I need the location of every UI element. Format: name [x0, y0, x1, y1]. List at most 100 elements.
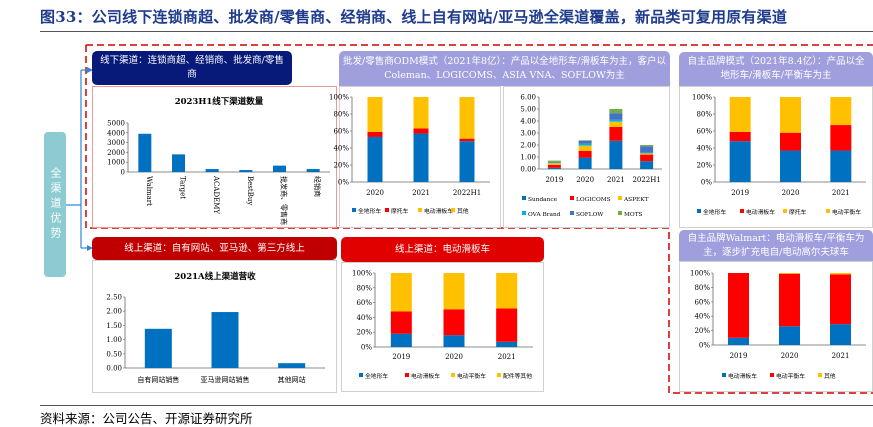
bar-odm — [413, 133, 429, 182]
figure-title: 图33：公司线下连锁商超、批发商/零售商、经销商、线上自有网站/亚马逊全渠道覆盖… — [40, 8, 788, 26]
bar-online_scooter — [390, 311, 412, 334]
bar-odm — [413, 97, 429, 129]
bar-walmart — [779, 273, 800, 327]
y-tick-label: 0.50 — [106, 350, 122, 358]
category-label: Walmart — [145, 176, 153, 206]
category-label: 2021 — [498, 353, 516, 361]
chart-title: 2023H1线下渠道数量 — [175, 96, 264, 107]
bar-customers — [547, 160, 561, 162]
arrow-online-head — [87, 245, 93, 251]
bar-own_brand — [830, 97, 852, 126]
legend-label: 电动平衡车 — [832, 208, 861, 216]
bar-online — [278, 363, 306, 368]
legend-swatch — [770, 373, 774, 377]
category-label: 2019 — [392, 353, 410, 361]
legend-swatch — [618, 196, 622, 200]
header-own-brand: 自主品牌模式（2021年8.4亿）：产品以全地形车/滑板车/平衡车为主 — [679, 52, 873, 86]
bar-odm — [459, 138, 475, 142]
header-odm: 批发/零售商ODM模式（2021年8亿）：产品以全地形车/滑板车为主，客户以Co… — [339, 51, 670, 86]
y-tick-label: 4000 — [107, 129, 125, 137]
dashed-outline — [85, 44, 873, 394]
legend-label: 全地形车 — [358, 207, 381, 215]
source-note: 资料来源：公司公告、开源证券研究所 — [40, 411, 253, 426]
bar-offline — [306, 169, 320, 172]
y-tick-label: 100% — [352, 270, 372, 278]
omnichannel-label: 全渠道优势 — [44, 132, 66, 277]
bar-odm — [413, 128, 429, 134]
bar-customers — [609, 109, 623, 114]
y-tick-label: 0% — [699, 342, 710, 350]
bar-customers — [640, 145, 654, 147]
bar-odm — [367, 97, 383, 132]
y-tick-label: 40% — [356, 314, 372, 322]
y-tick-label: 40% — [696, 145, 712, 153]
bar-customers — [609, 140, 623, 169]
bar-customers — [578, 145, 592, 151]
y-tick-label: 5.00 — [520, 106, 536, 114]
category-label: 2020 — [781, 352, 799, 360]
category-label: 其他网站 — [278, 375, 306, 384]
category-label: 亚马逊网站销售 — [201, 375, 250, 384]
y-tick-label: 3.00 — [520, 130, 536, 138]
bar-walmart — [830, 273, 851, 275]
y-tick-label: 20% — [333, 162, 349, 170]
legend-swatch — [385, 208, 389, 212]
bar-customers — [640, 161, 654, 169]
bar-own_brand — [729, 131, 751, 142]
bar-own_brand — [780, 97, 801, 133]
legend-swatch — [818, 373, 822, 377]
chart-title: 2021A线上渠道营收 — [174, 271, 256, 282]
legend-swatch — [359, 373, 363, 377]
y-tick-label: 60% — [356, 299, 372, 307]
y-tick-label: 80% — [356, 284, 372, 292]
bar-online_scooter — [496, 308, 518, 342]
bar-customers — [609, 127, 623, 141]
bar-customers — [578, 157, 592, 169]
legend-label: 其他 — [824, 372, 836, 380]
header-online-scooter: 线上渠道：电动滑板车 — [341, 237, 544, 262]
bar-walmart — [728, 337, 749, 345]
legend-label: Sundance — [528, 197, 558, 203]
category-label: 2021 — [607, 176, 625, 184]
y-tick-label: 60% — [333, 128, 349, 136]
category-label: Target — [179, 176, 187, 199]
legend-swatch — [722, 373, 726, 377]
y-tick-label: 6.00 — [520, 94, 536, 102]
legend-swatch — [740, 209, 744, 213]
title-divider — [40, 31, 873, 32]
y-tick-label: 60% — [696, 128, 712, 136]
legend-swatch — [522, 196, 526, 200]
legend-swatch — [697, 209, 701, 213]
bar-walmart — [779, 326, 800, 345]
y-tick-label: 2.50 — [106, 294, 122, 302]
bar-own_brand — [780, 132, 801, 151]
bar-offline — [205, 169, 219, 172]
bar-customers — [609, 119, 623, 122]
legend-swatch — [352, 208, 356, 212]
legend-label: SOFLOW — [576, 212, 603, 218]
y-tick-label: 2.00 — [106, 308, 122, 316]
legend-swatch — [451, 208, 455, 212]
legend-label: 电动平衡车 — [457, 372, 486, 380]
y-tick-label: 0% — [361, 344, 372, 352]
bar-online_scooter — [390, 273, 412, 312]
bar-customers — [578, 140, 592, 141]
legend-label: 电动滑板车 — [424, 207, 453, 215]
bar-customers — [547, 163, 561, 165]
bar-own_brand — [729, 97, 751, 131]
category-label: 2019 — [731, 189, 749, 197]
legend-label: ASPEKT — [623, 197, 649, 203]
legend-label: 电动滑板车 — [746, 208, 775, 216]
bar-customers — [640, 152, 654, 154]
y-tick-label: 100% — [690, 270, 710, 278]
category-label: 2021 — [832, 189, 850, 197]
y-tick-label: 2000 — [107, 149, 125, 157]
connector-line — [66, 70, 82, 248]
legend-swatch — [497, 373, 501, 377]
bar-walmart — [830, 274, 851, 325]
y-tick-label: 20% — [356, 329, 372, 337]
category-label: ACADEMY — [212, 175, 220, 214]
y-tick-label: 2.00 — [520, 142, 536, 150]
category-label: 2020 — [576, 176, 594, 184]
legend-label: LOGICOMS — [576, 197, 611, 203]
